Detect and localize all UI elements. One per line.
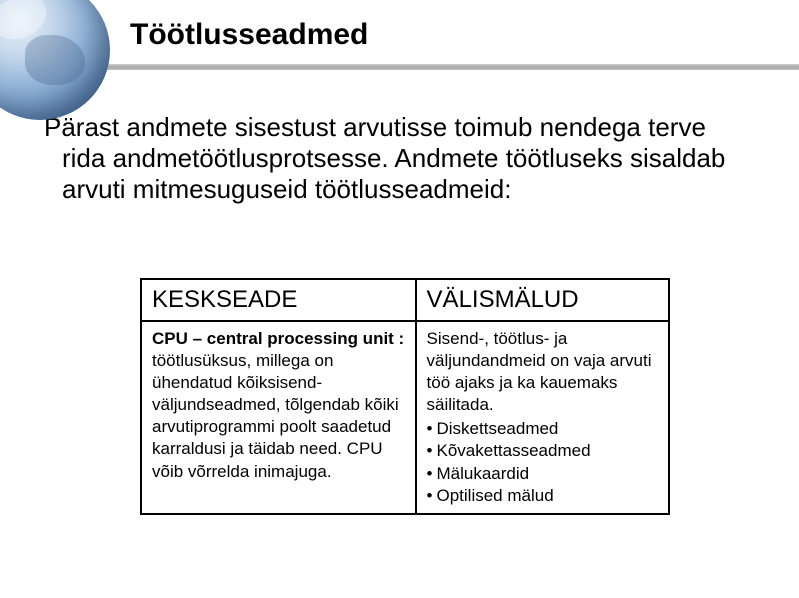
title-divider	[0, 64, 799, 70]
content-table: KESKSEADE VÄLISMÄLUD CPU – central proce…	[140, 278, 670, 515]
globe-decoration	[0, 0, 110, 120]
bullet-item: Kõvakettasseadmed	[427, 440, 658, 462]
page-title: Töötlusseadmed	[130, 18, 368, 52]
table-cell-storage: Sisend-, töötlus- ja väljundandmeid on v…	[416, 321, 669, 514]
bullet-item: Optilised mälud	[427, 485, 658, 507]
storage-bullet-list: Diskettseadmed Kõvakettasseadmed Mälukaa…	[427, 418, 658, 506]
table-header-1: KESKSEADE	[141, 279, 416, 321]
cpu-bold-label: CPU – central processing unit :	[152, 329, 404, 348]
table-cell-cpu: CPU – central processing unit : töötlusü…	[141, 321, 416, 514]
bullet-item: Mälukaardid	[427, 463, 658, 485]
cpu-description: töötlusüksus, millega on ühendatud kõiks…	[152, 351, 399, 480]
bullet-item: Diskettseadmed	[427, 418, 658, 440]
storage-intro: Sisend-, töötlus- ja väljundandmeid on v…	[427, 329, 652, 414]
intro-paragraph: Pärast andmete sisestust arvutisse toimu…	[44, 112, 755, 206]
table-header-2: VÄLISMÄLUD	[416, 279, 669, 321]
